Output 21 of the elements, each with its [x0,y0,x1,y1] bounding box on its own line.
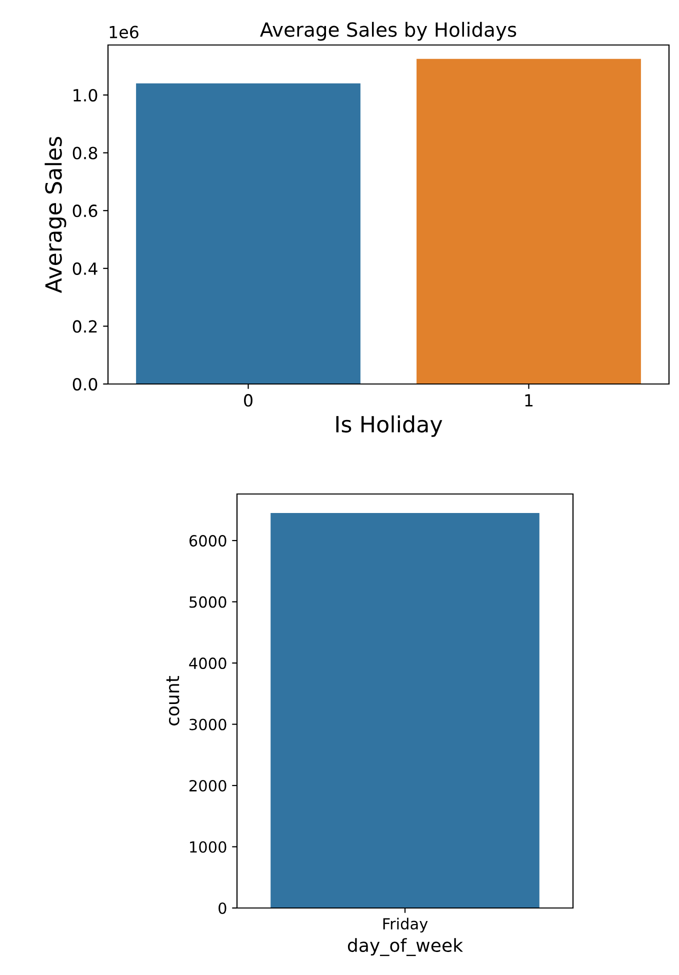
text: 1e6 [110,26,138,38]
y-tick-label: 0.2 [72,320,97,333]
y-tick-label: 0.8 [72,146,98,160]
y-tick-label: 3000 [190,718,226,730]
y-tick-label: 2000 [190,780,226,792]
y-tick-label: 0.6 [72,204,98,218]
y-tick-label: 6000 [189,535,226,547]
x-tick-label: 1 [525,394,533,406]
y-axis-title: Average Sales [44,136,66,294]
y-tick-label: 0.0 [72,378,98,391]
y-tick-label: 4000 [189,657,226,670]
y-tick-label: 0 [218,902,226,914]
y-axis-title: count [166,676,180,726]
chart-title: Average Sales by Holidays [260,22,516,41]
y-tick-label: 0.4 [72,262,98,275]
y-tick-label: 1.0 [74,88,98,102]
y-tick-label: 5000 [190,596,226,608]
x-axis-title: Is Holiday [336,415,442,437]
x-axis-title: day_of_week [348,938,463,956]
x-tick-label: Friday [383,918,428,933]
y-tick-label: 1000 [190,841,226,853]
